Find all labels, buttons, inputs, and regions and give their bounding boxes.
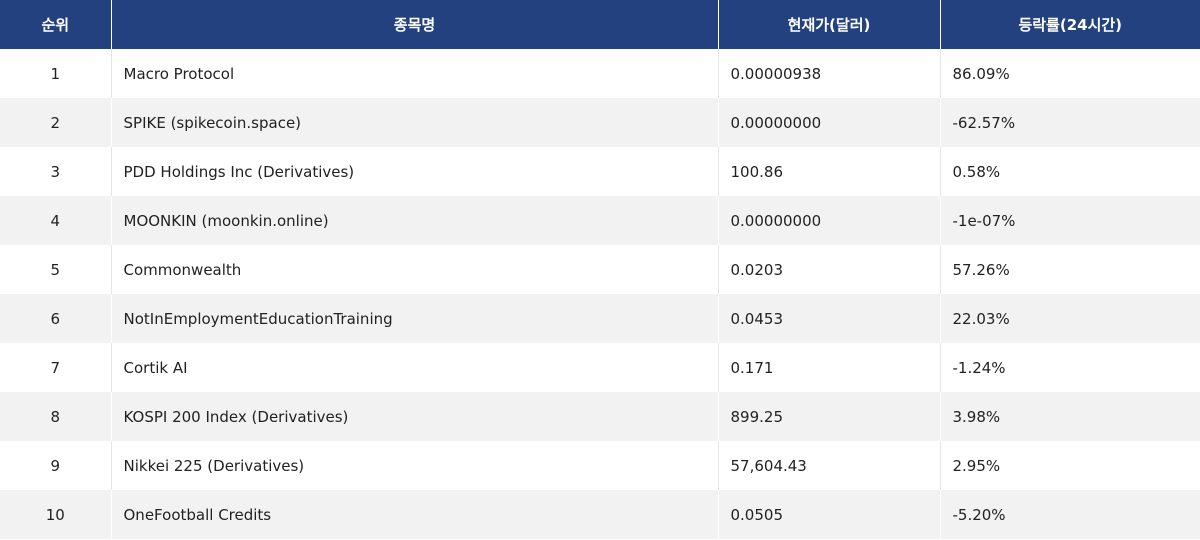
name-cell: MOONKIN (moonkin.online) [111, 196, 719, 245]
price-cell: 0.0203 [718, 245, 941, 294]
change-cell: -1.24% [940, 343, 1200, 392]
change-cell: -5.20% [940, 490, 1200, 539]
rank-cell: 2 [0, 98, 112, 147]
table-row[interactable]: 9 Nikkei 225 (Derivatives) 57,604.43 2.9… [0, 441, 1200, 490]
rank-cell: 3 [0, 147, 112, 196]
column-header-price[interactable]: 현재가(달러) [718, 0, 941, 49]
table-row[interactable]: 7 Cortik AI 0.171 -1.24% [0, 343, 1200, 392]
table-row[interactable]: 10 OneFootball Credits 0.0505 -5.20% [0, 490, 1200, 539]
price-cell: 0.00000938 [718, 49, 941, 98]
column-header-change[interactable]: 등락률(24시간) [940, 0, 1200, 49]
name-cell: PDD Holdings Inc (Derivatives) [111, 147, 719, 196]
price-cell: 57,604.43 [718, 441, 941, 490]
price-cell: 100.86 [718, 147, 941, 196]
change-cell: -1e-07% [940, 196, 1200, 245]
change-cell: 3.98% [940, 392, 1200, 441]
change-cell: 86.09% [940, 49, 1200, 98]
table-header: 순위 종목명 현재가(달러) 등락률(24시간) [0, 0, 1200, 49]
name-cell: Commonwealth [111, 245, 719, 294]
price-cell: 0.00000000 [718, 196, 941, 245]
table-row[interactable]: 3 PDD Holdings Inc (Derivatives) 100.86 … [0, 147, 1200, 196]
price-cell: 0.171 [718, 343, 941, 392]
name-cell: SPIKE (spikecoin.space) [111, 98, 719, 147]
table-body: 1 Macro Protocol 0.00000938 86.09% 2 SPI… [0, 49, 1200, 539]
name-cell: Macro Protocol [111, 49, 719, 98]
name-cell: OneFootball Credits [111, 490, 719, 539]
change-cell: 0.58% [940, 147, 1200, 196]
rank-cell: 4 [0, 196, 112, 245]
rank-cell: 8 [0, 392, 112, 441]
rank-cell: 7 [0, 343, 112, 392]
price-cell: 0.0505 [718, 490, 941, 539]
name-cell: KOSPI 200 Index (Derivatives) [111, 392, 719, 441]
price-cell: 0.00000000 [718, 98, 941, 147]
rank-cell: 10 [0, 490, 112, 539]
change-cell: 57.26% [940, 245, 1200, 294]
rank-cell: 5 [0, 245, 112, 294]
table-row[interactable]: 6 NotInEmploymentEducationTraining 0.045… [0, 294, 1200, 343]
name-cell: NotInEmploymentEducationTraining [111, 294, 719, 343]
name-cell: Cortik AI [111, 343, 719, 392]
table-row[interactable]: 8 KOSPI 200 Index (Derivatives) 899.25 3… [0, 392, 1200, 441]
name-cell: Nikkei 225 (Derivatives) [111, 441, 719, 490]
price-cell: 899.25 [718, 392, 941, 441]
table-row[interactable]: 5 Commonwealth 0.0203 57.26% [0, 245, 1200, 294]
change-cell: 22.03% [940, 294, 1200, 343]
rank-cell: 1 [0, 49, 112, 98]
rank-cell: 6 [0, 294, 112, 343]
column-header-name[interactable]: 종목명 [111, 0, 719, 49]
table-row[interactable]: 1 Macro Protocol 0.00000938 86.09% [0, 49, 1200, 98]
change-cell: 2.95% [940, 441, 1200, 490]
column-header-rank[interactable]: 순위 [0, 0, 112, 49]
table-row[interactable]: 2 SPIKE (spikecoin.space) 0.00000000 -62… [0, 98, 1200, 147]
rank-cell: 9 [0, 441, 112, 490]
header-row: 순위 종목명 현재가(달러) 등락률(24시간) [0, 0, 1200, 49]
price-cell: 0.0453 [718, 294, 941, 343]
table-row[interactable]: 4 MOONKIN (moonkin.online) 0.00000000 -1… [0, 196, 1200, 245]
change-cell: -62.57% [940, 98, 1200, 147]
